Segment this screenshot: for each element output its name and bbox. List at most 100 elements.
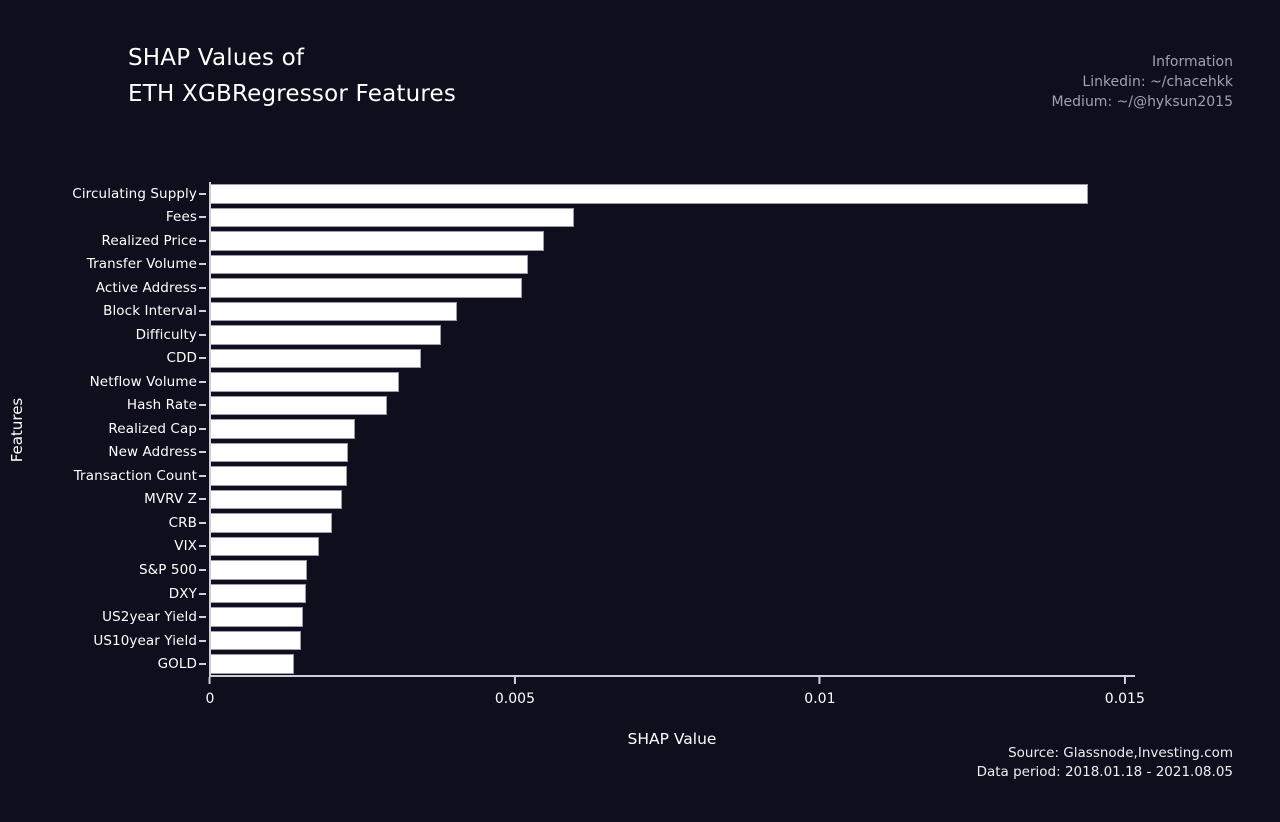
bar-track [210,558,1134,582]
bar-plot-area: Circulating Supply Fees Realized Price Tran… [0,182,1134,676]
bar-row: S&P 500 [0,558,1134,582]
category-label: US2year Yield [102,609,197,626]
category-label: GOLD [157,656,197,673]
bar-row: Transfer Volume [0,253,1134,277]
bar-row: CDD [0,347,1134,371]
data-period-line: Data period: 2018.01.18 - 2021.08.05 [976,764,1233,780]
shap-value-bar [210,489,343,510]
shap-value-bar [210,348,422,369]
y-tick-mark [199,592,206,595]
bar-row: Active Address [0,276,1134,300]
category-label: US10year Yield [93,632,197,649]
bar-track [210,394,1134,418]
bar-row: US2year Yield [0,605,1134,629]
shap-value-bar [210,395,387,416]
author-info: Information Linkedin: ~/chacehkk Medium:… [1051,52,1233,112]
bar-track [210,441,1134,465]
bar-track [210,300,1134,324]
y-tick-mark [199,616,206,619]
bar-row: VIX [0,535,1134,559]
category-label: Difficulty [135,326,197,343]
y-tick-mark [199,333,206,336]
shap-value-bar [210,184,1089,204]
shap-value-bar [210,607,303,627]
x-tick: 0 [206,677,214,707]
chart-title-line1: SHAP Values of [128,45,305,71]
bar-track [210,182,1134,206]
shap-value-bar [210,654,295,674]
shap-value-bar [210,372,400,392]
x-tick-label: 0.01 [804,691,836,707]
bar-track [210,511,1134,535]
y-tick-mark [199,239,206,242]
y-tick-mark [199,427,206,430]
x-tick-label: 0.015 [1104,691,1145,707]
category-label: Transfer Volume [86,256,197,273]
bar-track [210,652,1134,676]
bar-row: Difficulty [0,323,1134,347]
y-axis-spine [209,182,211,676]
bar-row: MVRV Z [0,488,1134,512]
y-tick-mark [199,545,206,548]
shap-value-bar [210,583,307,604]
bar-track [210,488,1134,512]
y-tick-mark [199,451,206,454]
source-info: Source: Glassnode,Investing.com Data per… [977,744,1233,782]
bar-row: Fees [0,206,1134,230]
category-label: New Address [108,444,197,461]
shap-value-bar [210,301,457,322]
shap-value-bar [210,536,320,557]
y-tick-mark [199,380,206,383]
category-label: Transaction Count [73,467,197,484]
bar-track [210,347,1134,371]
shap-value-bar [210,325,442,345]
shap-value-bar [210,630,302,651]
bar-track [210,229,1134,253]
info-heading: Information [1151,54,1233,70]
bar-row: CRB [0,511,1134,535]
shap-value-bar [210,207,575,228]
y-tick-mark [199,521,206,524]
x-tick: 0.005 [495,677,535,707]
x-tick-mark [1123,677,1126,684]
y-tick-mark [199,404,206,407]
y-tick-mark [199,663,206,666]
bar-track [210,276,1134,300]
y-tick-mark [199,310,206,313]
bar-track [210,370,1134,394]
category-label: Active Address [95,279,197,296]
category-label: S&P 500 [139,562,197,578]
shap-value-bar [210,419,356,439]
shap-value-bar [210,278,523,298]
bar-row: Realized Price [0,229,1134,253]
category-label: CRB [168,514,197,531]
category-label: Netflow Volume [89,373,197,390]
shap-value-bar [210,231,545,251]
category-label: DXY [168,585,197,602]
x-tick-mark [208,677,211,684]
bar-track [210,323,1134,347]
bar-track [210,629,1134,653]
y-tick-mark [199,639,206,642]
x-axis-label: SHAP Value [627,730,717,748]
bar-track [210,464,1134,488]
source-line: Source: Glassnode,Investing.com [1008,745,1233,761]
bar-track [210,253,1134,277]
x-axis-spine [209,675,1135,677]
category-label: Fees [165,209,197,226]
bar-track [210,605,1134,629]
category-label: VIX [174,538,197,555]
shap-value-bar [210,254,528,275]
bar-row: Hash Rate [0,394,1134,418]
shap-value-bar [210,442,349,463]
category-label: Block Interval [103,303,197,320]
bar-row: Circulating Supply [0,182,1134,206]
y-tick-mark [199,192,206,195]
bar-row: GOLD [0,652,1134,676]
bar-track [210,417,1134,441]
category-label: Circulating Supply [72,185,197,202]
shap-value-bar [210,560,307,580]
x-axis-ticks: 0 0.005 0.01 0.015 [206,677,1145,711]
bar-row: Realized Cap [0,417,1134,441]
